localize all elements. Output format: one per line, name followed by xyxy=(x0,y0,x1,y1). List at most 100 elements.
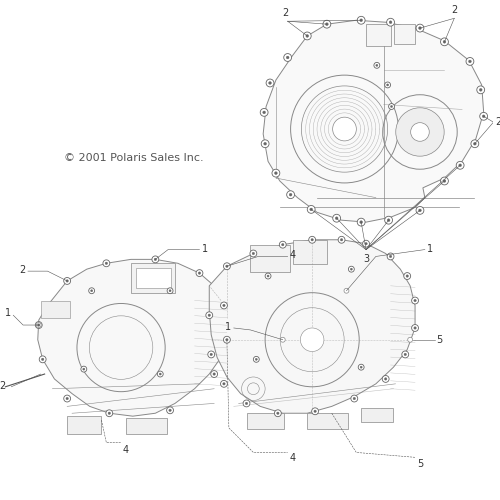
Circle shape xyxy=(443,40,446,43)
Text: © 2001 Polaris Sales Inc.: © 2001 Polaris Sales Inc. xyxy=(64,154,204,164)
Circle shape xyxy=(261,140,269,147)
Circle shape xyxy=(408,338,412,342)
Circle shape xyxy=(276,412,279,414)
Circle shape xyxy=(88,288,94,294)
Circle shape xyxy=(266,79,274,87)
Circle shape xyxy=(264,142,266,145)
Circle shape xyxy=(81,366,87,372)
Circle shape xyxy=(477,86,484,94)
Text: 2: 2 xyxy=(451,6,458,16)
Circle shape xyxy=(243,400,250,407)
Circle shape xyxy=(440,177,448,185)
Circle shape xyxy=(213,373,216,375)
Circle shape xyxy=(404,272,410,280)
Circle shape xyxy=(286,191,294,198)
Circle shape xyxy=(167,288,173,294)
Circle shape xyxy=(196,270,203,276)
Circle shape xyxy=(66,280,68,282)
Circle shape xyxy=(389,21,392,24)
Polygon shape xyxy=(210,240,415,413)
Circle shape xyxy=(382,376,389,382)
Circle shape xyxy=(357,218,365,226)
Circle shape xyxy=(406,275,408,277)
FancyBboxPatch shape xyxy=(308,413,348,429)
Circle shape xyxy=(466,58,474,66)
Circle shape xyxy=(416,24,424,32)
Circle shape xyxy=(152,256,159,263)
Circle shape xyxy=(282,244,284,246)
Text: 1: 1 xyxy=(224,322,231,332)
Circle shape xyxy=(106,410,112,416)
FancyBboxPatch shape xyxy=(67,416,102,434)
Text: 5: 5 xyxy=(417,460,424,469)
Text: 4: 4 xyxy=(290,454,296,464)
Circle shape xyxy=(326,23,328,26)
Circle shape xyxy=(344,288,349,293)
Circle shape xyxy=(154,258,156,260)
Circle shape xyxy=(246,402,248,404)
Circle shape xyxy=(254,356,259,362)
Circle shape xyxy=(412,297,418,304)
Circle shape xyxy=(456,162,464,169)
Circle shape xyxy=(358,364,364,370)
Circle shape xyxy=(459,164,462,166)
Circle shape xyxy=(480,112,488,120)
Circle shape xyxy=(103,260,110,266)
Circle shape xyxy=(390,255,392,258)
Circle shape xyxy=(412,324,418,332)
Circle shape xyxy=(158,371,163,377)
Circle shape xyxy=(414,327,416,329)
Circle shape xyxy=(169,290,171,292)
FancyBboxPatch shape xyxy=(131,264,175,292)
Circle shape xyxy=(387,219,390,222)
Circle shape xyxy=(396,108,444,156)
Circle shape xyxy=(38,324,40,326)
Circle shape xyxy=(440,38,448,46)
Circle shape xyxy=(374,62,380,68)
Circle shape xyxy=(480,88,482,91)
Circle shape xyxy=(384,216,392,224)
Circle shape xyxy=(387,253,394,260)
Circle shape xyxy=(365,242,368,245)
Circle shape xyxy=(108,412,110,414)
Circle shape xyxy=(42,358,44,360)
Circle shape xyxy=(338,236,345,243)
Circle shape xyxy=(474,142,476,145)
Circle shape xyxy=(416,206,424,214)
Circle shape xyxy=(226,265,228,268)
Circle shape xyxy=(159,373,162,375)
Circle shape xyxy=(280,241,286,248)
Circle shape xyxy=(208,314,210,316)
Circle shape xyxy=(272,169,280,177)
Circle shape xyxy=(208,351,214,358)
Circle shape xyxy=(226,338,228,341)
Circle shape xyxy=(482,115,485,117)
Circle shape xyxy=(390,106,392,108)
Text: 2: 2 xyxy=(0,380,6,390)
Circle shape xyxy=(418,26,422,30)
Circle shape xyxy=(386,84,388,86)
Circle shape xyxy=(384,378,387,380)
Circle shape xyxy=(220,380,228,388)
Text: 4: 4 xyxy=(123,444,129,454)
Polygon shape xyxy=(38,260,227,416)
FancyBboxPatch shape xyxy=(250,244,290,272)
Circle shape xyxy=(263,111,266,114)
Circle shape xyxy=(268,82,272,84)
Circle shape xyxy=(90,290,92,292)
Circle shape xyxy=(83,368,85,370)
Circle shape xyxy=(36,322,41,328)
Text: 2: 2 xyxy=(282,8,289,18)
Circle shape xyxy=(353,398,356,400)
Circle shape xyxy=(300,328,324,351)
Circle shape xyxy=(304,32,311,40)
Circle shape xyxy=(252,252,254,254)
Circle shape xyxy=(360,19,362,22)
Circle shape xyxy=(39,356,46,363)
Circle shape xyxy=(308,236,316,243)
Circle shape xyxy=(64,278,70,284)
Circle shape xyxy=(332,214,340,222)
Circle shape xyxy=(351,395,358,402)
Circle shape xyxy=(274,172,278,174)
Circle shape xyxy=(443,180,446,182)
